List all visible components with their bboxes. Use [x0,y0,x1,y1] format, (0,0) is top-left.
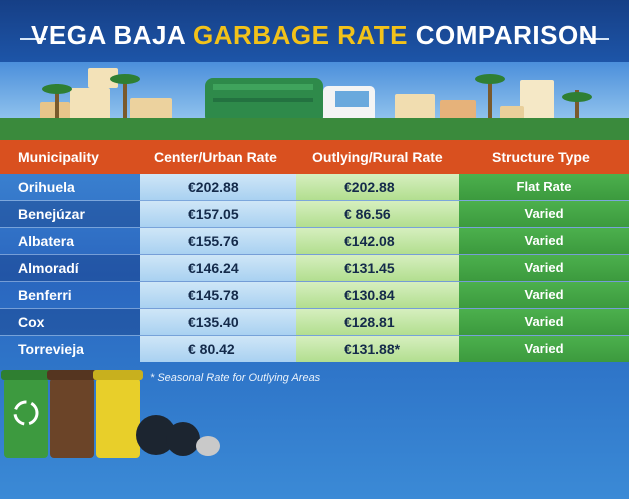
column-header-urban-rate: Center/Urban Rate [154,149,277,165]
table-row: Benferri €145.78 €130.84 Varied [0,282,629,308]
bin-lid [93,370,143,380]
municipality-cell: Almoradí [0,255,140,281]
bin-lid [1,370,51,380]
yellow-bin-icon [93,370,143,458]
rural-rate-cell: €128.81 [296,309,459,335]
municipality-cell: Albatera [18,233,75,249]
urban-rate-cell: €157.05 [140,201,296,227]
municipality-cell: Benferri [18,287,72,303]
municipality-cell: Orihuela [18,179,75,195]
tower-building [520,80,554,124]
column-header-structure: Structure Type [492,149,590,165]
urban-rate-cell: €135.40 [140,309,296,335]
bin-lid [47,370,97,380]
palm-tree-icon [123,76,127,124]
brown-bin-icon [47,370,97,458]
table-row: Almoradí €146.24 €131.45 Varied [0,255,629,281]
structure-type-cell: Varied [459,336,629,362]
row-divider [0,335,629,336]
palm-leaf [110,74,140,84]
structure-type-cell: Varied [459,255,629,281]
urban-rate-cell: € 80.42 [140,336,296,362]
footnote: * Seasonal Rate for Outlying Areas [150,372,321,384]
litter-icon [196,436,220,456]
palm-tree-icon [575,90,579,124]
municipality-cell: Cox [0,309,140,335]
municipality-cell: Torrevieja [18,341,84,357]
palm-tree-icon [488,78,492,124]
urban-rate-cell: €155.76 [140,228,296,254]
title-deco-line-right [583,38,609,40]
title-part2: GARBAGE RATE [193,20,409,50]
recycle-icon [13,400,39,426]
rural-rate-cell: €131.45 [296,255,459,281]
palm-leaf [562,92,592,102]
structure-type-cell: Varied [459,228,629,254]
table-header [0,140,629,174]
structure-type-cell: Varied [459,201,629,227]
title-part3: COMPARISON [415,20,598,50]
table-row: Torrevieja € 80.42 €131.88* Varied [0,336,629,362]
rural-rate-cell: €142.08 [296,228,459,254]
table-row: Orihuela €202.88 €202.88 Flat Rate [0,174,629,200]
title-deco-line-left [20,38,46,40]
column-header-municipality: Municipality [18,149,99,165]
urban-rate-cell: €146.24 [140,255,296,281]
rural-rate-cell: €130.84 [296,282,459,308]
row-divider [0,227,629,228]
town-scenery [0,62,629,140]
row-divider [0,254,629,255]
structure-type-cell: Varied [459,309,629,335]
title-band [0,0,629,62]
palm-leaf [42,84,72,94]
trash-bag-icon [166,422,200,456]
table-row: Cox €135.40 €128.81 Varied [0,309,629,335]
palm-leaf [475,74,505,84]
green-hills [0,118,629,140]
palm-tree-icon [55,84,59,124]
rural-rate-cell: €202.88 [296,174,459,200]
row-divider [0,200,629,201]
page-title: VEGA BAJA GARBAGE RATE COMPARISON [0,20,629,51]
row-divider [0,281,629,282]
column-header-rural-rate: Outlying/Rural Rate [312,149,443,165]
municipality-cell: Benejúzar [0,201,140,227]
rural-rate-cell: € 86.56 [296,201,459,227]
table-row: Benejúzar €157.05 € 86.56 Varied [0,201,629,227]
urban-rate-cell: €145.78 [140,282,296,308]
title-part1: VEGA BAJA [31,20,186,50]
recycling-bin-icon [1,370,51,458]
structure-type-cell: Varied [459,282,629,308]
row-divider [0,308,629,309]
structure-type-cell: Flat Rate [459,174,629,200]
urban-rate-cell: €202.88 [140,174,296,200]
rural-rate-cell: €131.88* [296,336,459,362]
building-top [88,68,118,88]
table-row: Albatera €155.76 €142.08 Varied [0,228,629,254]
